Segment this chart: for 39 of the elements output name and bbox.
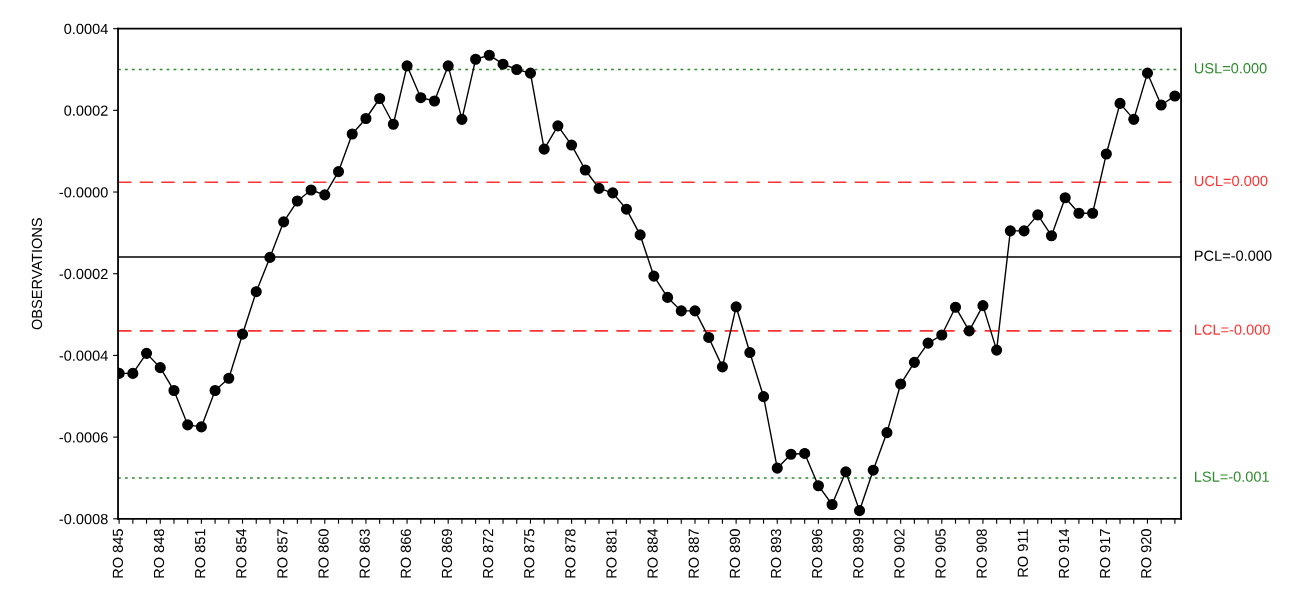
x-tick-label: RO 905	[935, 529, 946, 578]
x-tick-label: RO 845	[112, 529, 124, 578]
y-tick-label: -0.0006	[59, 432, 108, 443]
y-tick-label: -0.0004	[59, 350, 108, 361]
x-tick-label: RO 896	[811, 529, 823, 578]
x-tick-label: RO 911	[1017, 529, 1028, 577]
x-tick-label: RO 857	[277, 529, 288, 578]
x-tick-label: RO 869	[441, 529, 453, 578]
x-tick-label: RO 920	[1141, 529, 1152, 578]
y-axis-title: OBSERVATIONS	[31, 218, 43, 330]
x-tick-label: RO 866	[400, 529, 411, 578]
x-tick-label: RO 878	[565, 529, 576, 578]
x-tick-label: RO 863	[359, 529, 370, 578]
x-tick-label: RO 884	[647, 528, 658, 578]
x-tick-label: RO 908	[976, 529, 987, 578]
ref-line-label: LSL=-0.001	[1195, 471, 1269, 482]
x-tick-label: RO 887	[688, 529, 699, 578]
x-tick-label: RO 902	[894, 529, 905, 578]
x-tick-label: RO 875	[524, 529, 535, 578]
x-tick-label: RO 881	[606, 529, 617, 578]
x-tick-label: RO 893	[770, 529, 782, 578]
ref-line-label: PCL=-0.000	[1195, 250, 1272, 261]
ref-line-label: UCL=0.000	[1194, 175, 1268, 187]
x-tick-label: RO 890	[729, 529, 741, 578]
y-tick-label: -0.0008	[59, 513, 108, 525]
x-tick-label: RO 854	[236, 528, 247, 578]
x-tick-label: RO 917	[1099, 529, 1111, 578]
y-tick-label: -0.0002	[59, 268, 108, 280]
x-tick-label: RO 899	[853, 529, 864, 578]
x-tick-label: RO 872	[482, 529, 494, 578]
x-tick-label: RO 914	[1058, 528, 1070, 578]
y-tick-label: 0.0004	[64, 23, 108, 35]
y-tick-label: 0.0002	[64, 105, 108, 116]
x-tick-label: RO 851	[194, 529, 206, 578]
ref-line-label: LCL=-0.000	[1195, 324, 1270, 335]
x-tick-label: RO 860	[318, 529, 329, 578]
y-tick-label: -0.0000	[59, 187, 108, 198]
ref-line-label: USL=0.000	[1194, 63, 1267, 74]
x-tick-label: RO 848	[153, 529, 165, 578]
